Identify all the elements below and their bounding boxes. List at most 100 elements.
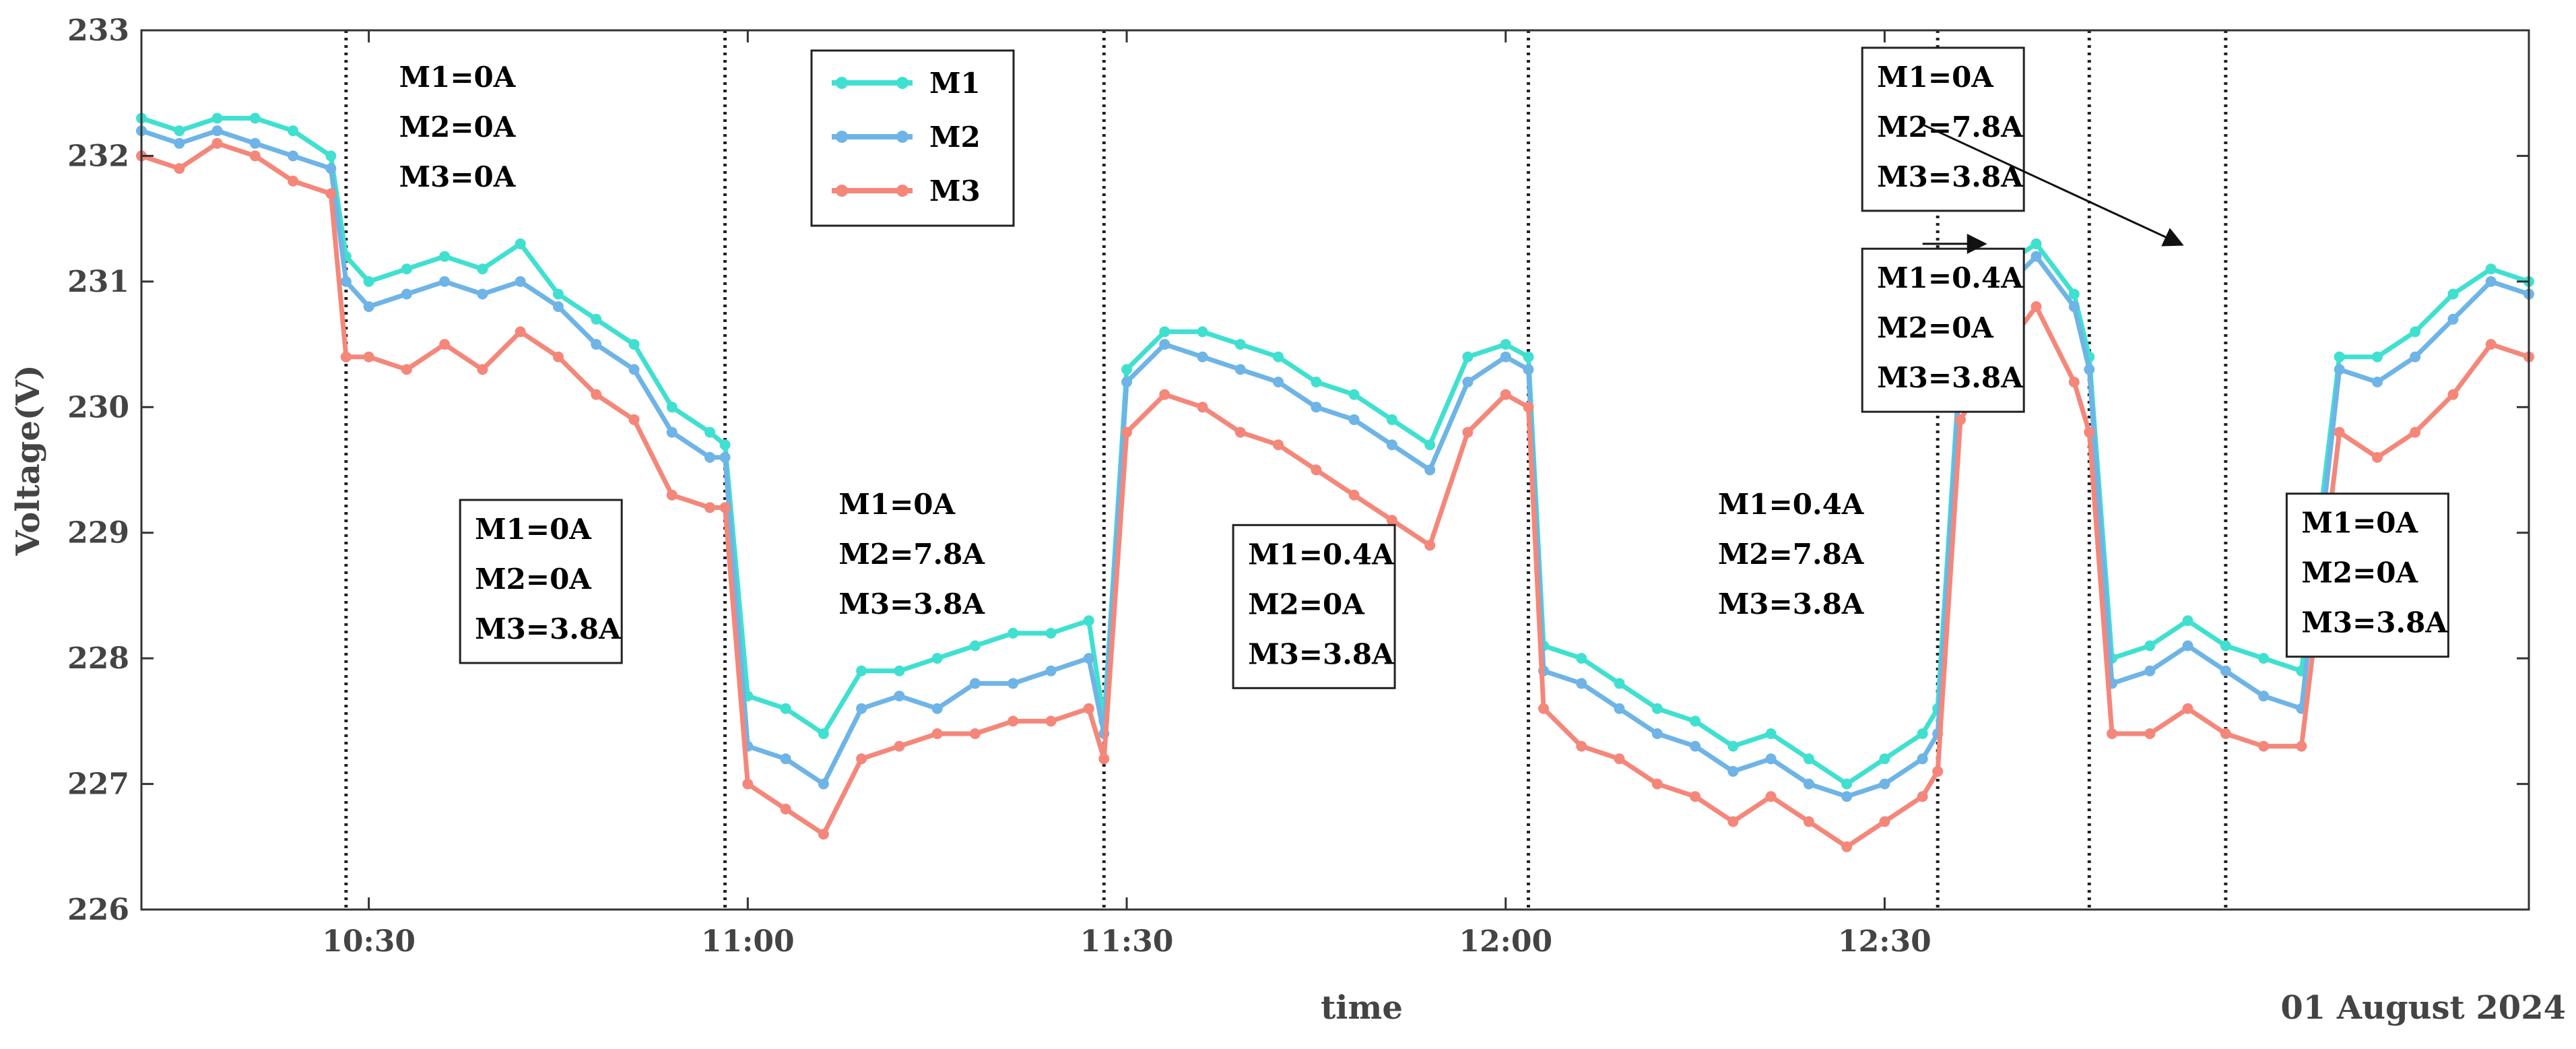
data-point-m3 bbox=[1424, 540, 1436, 551]
legend-swatch-dot bbox=[836, 185, 848, 197]
data-point-m2 bbox=[249, 137, 261, 149]
data-point-m3 bbox=[2144, 728, 2156, 739]
data-point-m3 bbox=[1614, 753, 1625, 765]
annotation-text: M1=0A bbox=[475, 513, 592, 546]
data-point-m1 bbox=[2068, 288, 2080, 300]
data-point-m1 bbox=[1614, 678, 1625, 689]
annotation-text: M3=3.8A bbox=[838, 587, 985, 621]
data-point-m1 bbox=[325, 150, 337, 162]
y-tick-label: 230 bbox=[67, 390, 129, 424]
data-point-m2 bbox=[363, 301, 374, 313]
x-axis-title: time bbox=[1321, 989, 1403, 1027]
data-point-m2 bbox=[1462, 377, 1474, 387]
annotation-text: M2=0A bbox=[1248, 587, 1365, 621]
date-label: 01 August 2024 bbox=[2280, 989, 2566, 1027]
annotation-8: M1=0A M2=0A M3=3.8A bbox=[2285, 492, 2449, 658]
annotation-5: M1=0.4A M2=7.8A M3=3.8A bbox=[1718, 488, 1865, 621]
data-point-m1 bbox=[2258, 653, 2270, 664]
data-point-m3 bbox=[1348, 489, 1360, 501]
data-point-m3 bbox=[1523, 402, 1534, 413]
data-point-m1 bbox=[2410, 326, 2421, 338]
data-point-m1 bbox=[1523, 351, 1534, 362]
data-point-m3 bbox=[363, 351, 374, 362]
data-point-m2 bbox=[1614, 703, 1625, 714]
data-point-m2 bbox=[1690, 740, 1701, 752]
data-point-m2 bbox=[552, 301, 564, 313]
data-point-m3 bbox=[249, 150, 261, 162]
annotation-1: M1=0A M2=0A M3=0A bbox=[399, 61, 517, 193]
data-point-m1 bbox=[477, 263, 488, 275]
y-tick-label: 226 bbox=[67, 893, 129, 927]
x-tick-label: 11:00 bbox=[701, 924, 795, 959]
legend-label: M3 bbox=[929, 174, 981, 208]
legend-label: M1 bbox=[929, 67, 981, 100]
data-point-m2 bbox=[1917, 753, 1928, 765]
data-point-m1 bbox=[931, 653, 943, 664]
data-point-m3 bbox=[1008, 716, 1019, 727]
series-line-m3 bbox=[140, 141, 2530, 850]
data-point-m2 bbox=[477, 288, 488, 300]
legend: M1 M2 M3 bbox=[810, 49, 1015, 227]
data-point-m3 bbox=[2371, 451, 2383, 463]
data-point-m1 bbox=[2220, 640, 2231, 651]
data-point-m2 bbox=[1727, 765, 1739, 777]
data-point-m3 bbox=[1765, 791, 1777, 802]
data-point-m1 bbox=[174, 125, 185, 137]
data-point-m3 bbox=[1932, 765, 1944, 777]
data-point-m2 bbox=[1348, 414, 1360, 425]
axes: 226 227 228 229 230 231 232 233 10:30 11:00 11:30 1… bbox=[67, 13, 2529, 959]
data-point-m2 bbox=[1121, 377, 1133, 387]
annotation-text: M3=3.8A bbox=[1877, 361, 2024, 394]
annotation-text: M2=0A bbox=[1877, 311, 1994, 344]
data-point-m3 bbox=[2410, 426, 2421, 438]
data-point-m1 bbox=[1500, 339, 1511, 350]
data-point-m2 bbox=[894, 691, 905, 702]
annotation-text: M1=0A bbox=[1877, 61, 1994, 94]
data-point-m3 bbox=[1500, 389, 1511, 400]
data-point-m3 bbox=[1121, 426, 1133, 438]
legend-entry-m3: M3 bbox=[832, 174, 981, 208]
data-point-m1 bbox=[2371, 351, 2383, 362]
annotation-box bbox=[1861, 46, 2025, 212]
plot-area-frame bbox=[140, 29, 2530, 911]
annotation-text: M2=0A bbox=[475, 563, 592, 596]
y-tick-label: 231 bbox=[67, 265, 129, 299]
legend-entry-m2: M2 bbox=[832, 121, 981, 154]
data-point-m2 bbox=[628, 364, 640, 375]
data-point-m3 bbox=[2068, 377, 2080, 387]
annotation-text: M2=0A bbox=[2301, 557, 2418, 590]
legend-swatch-dot bbox=[896, 185, 909, 197]
data-point-m2 bbox=[325, 163, 337, 174]
data-point-m3 bbox=[2258, 740, 2270, 752]
data-point-m3 bbox=[894, 740, 905, 752]
annotation-text: M1=0A bbox=[399, 61, 517, 94]
data-point-m3 bbox=[1462, 426, 1474, 438]
data-point-m2 bbox=[1159, 339, 1170, 350]
data-point-m2 bbox=[211, 125, 223, 137]
data-point-m3 bbox=[666, 489, 678, 501]
data-point-m3 bbox=[1651, 778, 1663, 790]
data-point-m1 bbox=[628, 339, 640, 350]
annotation-text: M3=3.8A bbox=[1718, 587, 1865, 621]
data-point-m2 bbox=[2084, 364, 2095, 375]
annotation-box bbox=[1232, 523, 1396, 689]
data-point-m1 bbox=[2030, 238, 2042, 249]
annotation-text: M1=0.4A bbox=[1718, 488, 1865, 521]
data-point-m2 bbox=[931, 703, 943, 714]
annotation-text: M3=3.8A bbox=[2301, 606, 2448, 639]
data-point-m3 bbox=[401, 364, 412, 375]
data-point-m2 bbox=[1386, 439, 1397, 451]
data-point-m2 bbox=[288, 150, 299, 162]
data-point-m2 bbox=[1045, 665, 1057, 676]
y-axis-title: Voltage(V) bbox=[9, 364, 47, 556]
annotation-text: M3=3.8A bbox=[1248, 637, 1395, 670]
data-point-m2 bbox=[2144, 665, 2156, 676]
data-point-m3 bbox=[931, 728, 943, 739]
data-point-m2 bbox=[591, 339, 602, 350]
legend-swatch-dot bbox=[836, 77, 848, 89]
data-point-m3 bbox=[340, 351, 352, 362]
series-layer bbox=[136, 113, 2534, 852]
data-point-m3 bbox=[2296, 740, 2307, 752]
data-point-m1 bbox=[2334, 351, 2345, 362]
